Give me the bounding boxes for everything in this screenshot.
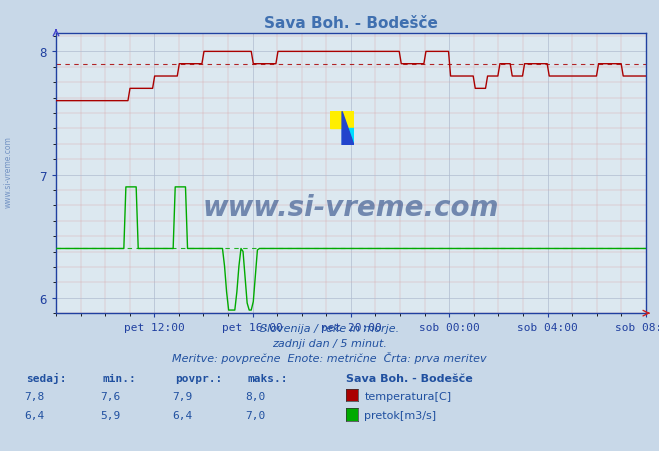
Text: Sava Boh. - Bodešče: Sava Boh. - Bodešče <box>346 373 473 383</box>
Title: Sava Boh. - Bodešče: Sava Boh. - Bodešče <box>264 16 438 31</box>
Text: 7,6: 7,6 <box>100 391 120 401</box>
Text: povpr.:: povpr.: <box>175 373 222 383</box>
Polygon shape <box>342 129 354 146</box>
Text: temperatura[C]: temperatura[C] <box>364 391 451 401</box>
Text: 7,9: 7,9 <box>173 391 192 401</box>
Text: Meritve: povprečne  Enote: metrične  Črta: prva meritev: Meritve: povprečne Enote: metrične Črta:… <box>172 351 487 363</box>
Text: Slovenija / reke in morje.: Slovenija / reke in morje. <box>260 323 399 333</box>
Text: 7,0: 7,0 <box>245 410 265 420</box>
Polygon shape <box>342 112 354 146</box>
Text: sedaj:: sedaj: <box>26 372 67 383</box>
Text: 5,9: 5,9 <box>100 410 120 420</box>
Text: min.:: min.: <box>102 373 136 383</box>
Polygon shape <box>330 112 354 129</box>
Text: www.si-vreme.com: www.si-vreme.com <box>3 135 13 207</box>
Text: 8,0: 8,0 <box>245 391 265 401</box>
Text: www.si-vreme.com: www.si-vreme.com <box>203 193 499 221</box>
Text: maks.:: maks.: <box>247 373 287 383</box>
Text: 6,4: 6,4 <box>173 410 192 420</box>
Text: zadnji dan / 5 minut.: zadnji dan / 5 minut. <box>272 338 387 348</box>
Text: 6,4: 6,4 <box>24 410 44 420</box>
Text: 7,8: 7,8 <box>24 391 44 401</box>
Text: pretok[m3/s]: pretok[m3/s] <box>364 410 436 420</box>
